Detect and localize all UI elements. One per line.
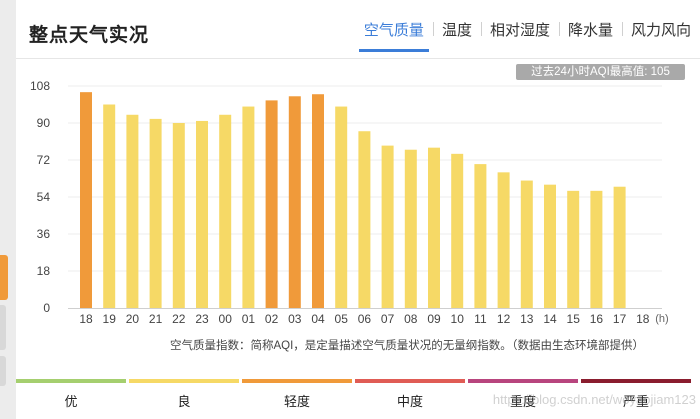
x-tick-label: 07 xyxy=(381,312,395,326)
legend-label: 轻度 xyxy=(283,394,310,409)
legend-swatch xyxy=(581,379,691,383)
bar xyxy=(590,190,603,308)
bar xyxy=(196,120,208,308)
panel-header: 整点天气实况 空气质量 温度 相对湿度 降水量 风力风向 xyxy=(16,0,700,59)
y-tick-label: 36 xyxy=(37,227,51,241)
bar xyxy=(358,131,371,308)
bar xyxy=(312,94,324,308)
bar xyxy=(103,104,116,308)
x-tick-label: 19 xyxy=(103,312,117,326)
bar xyxy=(404,149,417,308)
x-tick-label: 18 xyxy=(79,312,93,326)
legend-item-excellent: 优 xyxy=(16,379,126,419)
bar xyxy=(567,190,580,308)
y-tick-label: 18 xyxy=(37,264,51,278)
x-tick-label: 21 xyxy=(149,312,163,326)
left-side-tab-gray-1[interactable] xyxy=(0,305,6,350)
bar xyxy=(242,106,255,308)
left-side-tab-gray-2[interactable] xyxy=(0,356,6,386)
x-tick-label: 13 xyxy=(520,312,534,326)
legend-label: 中度 xyxy=(396,394,423,409)
x-tick-label: 16 xyxy=(590,312,604,326)
x-tick-label: 22 xyxy=(172,312,186,326)
bar xyxy=(335,106,348,308)
x-tick-label: 09 xyxy=(427,312,441,326)
legend-item-moderate: 中度 xyxy=(355,379,465,419)
bar xyxy=(288,96,301,309)
x-tick-label: 18 xyxy=(636,312,650,326)
bar xyxy=(149,118,162,308)
x-unit-label: (h) xyxy=(655,313,668,325)
legend-item-light: 轻度 xyxy=(242,379,352,419)
y-tick-label: 0 xyxy=(43,301,50,315)
watermark-text: https://blog.csdn.net/woyaojiam123 xyxy=(492,392,696,407)
bar xyxy=(613,186,626,308)
x-tick-label: 15 xyxy=(567,312,581,326)
tab-temperature[interactable]: 温度 xyxy=(432,15,481,49)
bar xyxy=(381,145,394,308)
legend-swatch xyxy=(355,379,465,383)
x-tick-label: 17 xyxy=(613,312,627,326)
tab-air-quality[interactable]: 空气质量 xyxy=(355,15,433,52)
x-tick-label: 11 xyxy=(474,312,487,326)
x-tick-label: 04 xyxy=(311,312,325,326)
legend-label: 良 xyxy=(177,394,191,409)
bar xyxy=(172,123,185,308)
bar xyxy=(265,100,278,308)
legend-label: 严重 xyxy=(622,394,649,409)
y-tick-label: 108 xyxy=(30,79,50,93)
legend-item-good: 良 xyxy=(129,379,239,419)
legend-swatch xyxy=(468,379,578,383)
y-tick-label: 90 xyxy=(37,116,51,130)
legend-swatch xyxy=(242,379,352,383)
aqi-max-badge: 过去24小时AQI最高值: 105 xyxy=(516,64,685,80)
panel-title: 整点天气实况 xyxy=(29,25,150,46)
legend-label: 重度 xyxy=(509,394,536,409)
bar xyxy=(474,164,487,308)
x-tick-label: 03 xyxy=(288,312,302,326)
aqi-legend: 优 良 轻度 中度 重度 严重 xyxy=(16,379,692,419)
x-tick-label: 10 xyxy=(451,312,465,326)
x-tick-label: 00 xyxy=(219,312,233,326)
x-tick-label: 02 xyxy=(265,312,279,326)
legend-item-heavy: 重度 xyxy=(468,379,578,419)
x-tick-label: 01 xyxy=(242,312,256,326)
x-tick-label: 08 xyxy=(404,312,418,326)
legend-swatch xyxy=(16,379,126,383)
y-tick-label: 54 xyxy=(37,190,51,204)
aqi-note: 空气质量指数：简称AQI，是定量描述空气质量状况的无量纲指数。（数据由生态环境部… xyxy=(170,340,645,352)
bar xyxy=(497,172,510,308)
tab-wind[interactable]: 风力风向 xyxy=(621,15,700,49)
tab-bar: 空气质量 温度 相对湿度 降水量 风力风向 xyxy=(355,15,700,52)
x-tick-label: 14 xyxy=(543,312,557,326)
bar xyxy=(520,180,533,308)
y-tick-label: 72 xyxy=(37,153,51,167)
bar xyxy=(544,184,556,308)
bar xyxy=(126,114,139,309)
x-tick-label: 20 xyxy=(126,312,140,326)
x-tick-label: 05 xyxy=(335,312,349,326)
x-tick-label: 12 xyxy=(497,312,511,326)
bar xyxy=(219,114,232,309)
left-side-tab-orange[interactable] xyxy=(0,255,8,300)
x-tick-label: 23 xyxy=(195,312,209,326)
tab-humidity[interactable]: 相对湿度 xyxy=(480,15,559,49)
legend-swatch xyxy=(129,379,239,383)
bar xyxy=(428,147,440,308)
bar xyxy=(451,153,464,308)
legend-label: 优 xyxy=(64,394,78,409)
legend-item-severe: 严重 xyxy=(581,379,691,419)
bar xyxy=(80,92,92,309)
x-tick-label: 06 xyxy=(358,312,372,326)
tab-precipitation[interactable]: 降水量 xyxy=(558,15,622,49)
